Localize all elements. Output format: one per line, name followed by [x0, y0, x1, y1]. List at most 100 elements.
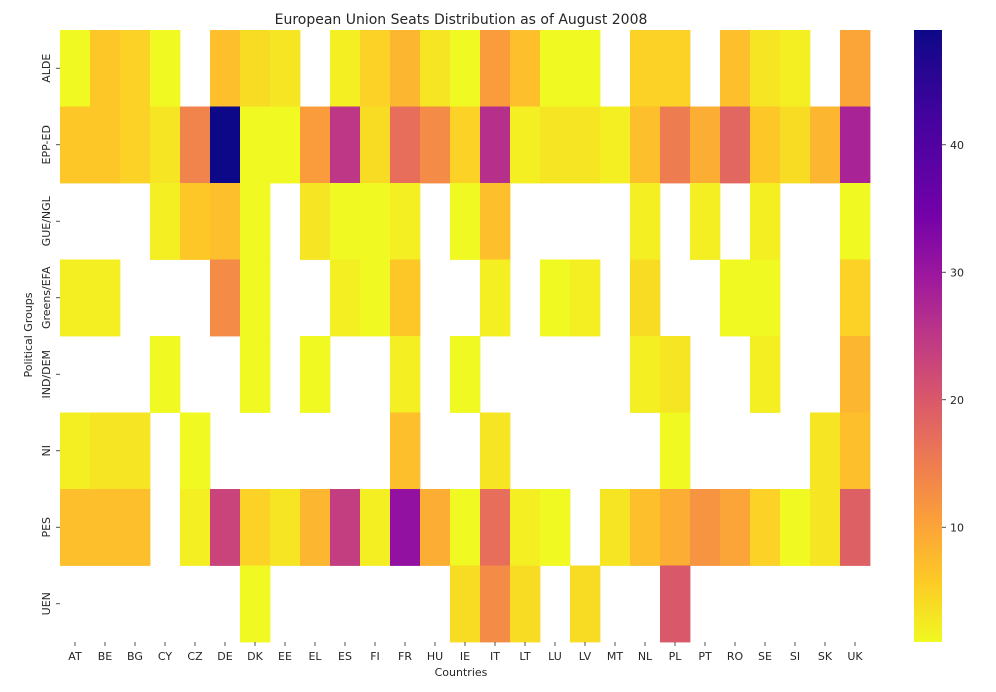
- x-tick-label: FI: [370, 650, 380, 663]
- heatmap-cell: [60, 30, 91, 107]
- heatmap-cell: [240, 183, 271, 260]
- heatmap-cell: [630, 106, 661, 184]
- colorbar-tick-label: 30: [950, 266, 964, 279]
- heatmap-cell: [360, 30, 391, 107]
- heatmap-cell: [450, 183, 481, 260]
- heatmap-cell: [240, 336, 271, 413]
- heatmap-cell: [300, 489, 331, 566]
- heatmap-cell: [330, 183, 361, 260]
- x-tick-label: CZ: [187, 650, 203, 663]
- heatmap-cell: [120, 106, 151, 184]
- heatmap-cell: [240, 106, 271, 184]
- heatmap-cell: [660, 336, 691, 413]
- heatmap-cell: [180, 489, 211, 566]
- heatmap-cell: [180, 183, 211, 260]
- x-tick-label: IT: [490, 650, 500, 663]
- heatmap-cell: [750, 30, 781, 107]
- y-tick-label: Greens/EFA: [40, 266, 53, 329]
- x-tick-label: SK: [818, 650, 833, 663]
- heatmap-cell: [690, 183, 721, 260]
- heatmap-cell: [840, 336, 871, 413]
- heatmap-cell: [60, 489, 91, 566]
- colorbar-tick-label: 40: [950, 139, 964, 152]
- heatmap-cell: [480, 106, 511, 184]
- heatmap-cell: [600, 106, 631, 184]
- x-tick-label: AT: [68, 650, 82, 663]
- x-tick-label: FR: [398, 650, 412, 663]
- x-tick-label: BG: [127, 650, 143, 663]
- heatmap-cell: [720, 259, 751, 337]
- heatmap-cell: [480, 259, 511, 337]
- heatmap-cell: [450, 489, 481, 566]
- x-tick-label: PL: [669, 650, 683, 663]
- heatmap-cell: [90, 106, 121, 184]
- heatmap-cell: [810, 489, 841, 566]
- heatmap-cell: [570, 565, 601, 643]
- heatmap-cell: [270, 106, 301, 184]
- x-tick-label: DE: [217, 650, 232, 663]
- x-tick-label: HU: [427, 650, 443, 663]
- heatmap-cell: [660, 30, 691, 107]
- heatmap-cell: [150, 183, 181, 260]
- heatmap-cell: [750, 183, 781, 260]
- heatmap-cell: [390, 183, 421, 260]
- y-tick-label: PES: [40, 517, 53, 538]
- heatmap-cell: [660, 412, 691, 490]
- heatmap-cell: [330, 489, 361, 566]
- heatmap-cell: [690, 489, 721, 566]
- heatmap-cell: [240, 259, 271, 337]
- y-axis-label: Political Groups: [22, 292, 35, 377]
- x-tick-label: MT: [607, 650, 623, 663]
- heatmap-cell: [150, 30, 181, 107]
- heatmap-cell: [330, 30, 361, 107]
- heatmap-cell: [150, 106, 181, 184]
- heatmap-cell: [390, 412, 421, 490]
- heatmap-cell: [690, 106, 721, 184]
- heatmap-cell: [780, 489, 811, 566]
- heatmap-cell: [630, 489, 661, 566]
- heatmap-cell: [750, 489, 781, 566]
- x-tick-label: EE: [278, 650, 292, 663]
- x-tick-label: LU: [548, 650, 562, 663]
- heatmap-cell: [90, 489, 121, 566]
- heatmap-cell: [450, 106, 481, 184]
- heatmap-cell: [300, 336, 331, 413]
- heatmap-cell: [330, 106, 361, 184]
- heatmap-cell: [360, 106, 391, 184]
- y-tick-label: EPP-ED: [40, 125, 53, 164]
- heatmap-cell: [90, 259, 121, 337]
- x-tick-label: PT: [698, 650, 712, 663]
- heatmap-cell: [780, 30, 811, 107]
- heatmap-cell: [630, 30, 661, 107]
- heatmap-cell: [420, 30, 451, 107]
- x-tick-label: ES: [338, 650, 352, 663]
- heatmap-cell: [450, 565, 481, 643]
- colorbar-tick-label: 10: [950, 521, 964, 534]
- x-tick-label: LV: [579, 650, 592, 663]
- heatmap-cell: [630, 336, 661, 413]
- heatmap-cell: [660, 565, 691, 643]
- heatmap-cell: [210, 259, 241, 337]
- heatmap-cell: [750, 106, 781, 184]
- x-tick-label: DK: [247, 650, 263, 663]
- x-tick-label: EL: [308, 650, 322, 663]
- heatmap-cell: [210, 106, 241, 184]
- heatmap-cell: [720, 30, 751, 107]
- colorbar-ticks: 10 20 30 40: [942, 139, 964, 534]
- colorbar: [914, 30, 942, 642]
- heatmap-cell: [180, 106, 211, 184]
- heatmap-cell: [450, 336, 481, 413]
- heatmap-cell: [390, 489, 421, 566]
- x-tick-label: LT: [519, 650, 531, 663]
- heatmap-cell: [480, 565, 511, 643]
- heatmap-cell: [270, 489, 301, 566]
- heatmap-cell: [750, 259, 781, 337]
- heatmap-cell: [840, 106, 871, 184]
- heatmap-cell: [240, 565, 271, 643]
- y-axis-ticks: ALDE EPP-ED GUE/NGL Greens/EFA IND/DEM NI PES U…: [40, 54, 60, 615]
- heatmap-cell: [330, 259, 361, 337]
- heatmap-cell: [660, 106, 691, 184]
- heatmap-cell: [510, 106, 541, 184]
- heatmap-cell: [180, 412, 211, 490]
